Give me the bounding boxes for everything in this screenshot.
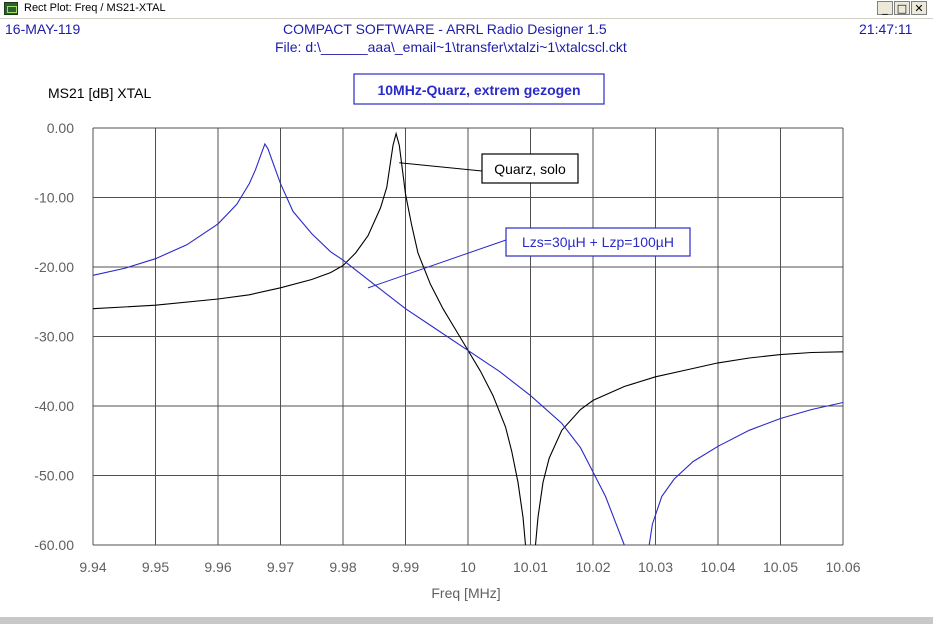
- annotation-lzs-box: [505, 227, 691, 257]
- series-lzs-lzp-line: [92, 142, 625, 546]
- window-bottom-frame: [0, 617, 933, 624]
- x-tick-label: 9.99: [392, 559, 419, 575]
- x-tick-label: 10.01: [513, 559, 548, 575]
- annotation-lzs-leader: [367, 239, 507, 289]
- x-axis-label: Freq [MHz]: [431, 585, 500, 601]
- x-tick-label: 10.02: [575, 559, 610, 575]
- chart-grid: [92, 127, 844, 546]
- annotation-quarz-leader: [399, 162, 483, 172]
- chart-series: [92, 131, 844, 546]
- x-tick-label: 10.06: [825, 559, 860, 575]
- y-tick-label: -10.00: [34, 190, 74, 206]
- annotation-lzs-label: Lzs=30µH + Lzp=100µH: [522, 234, 674, 250]
- y-tick-label: -60.00: [34, 537, 74, 553]
- series-quarz-solo-line: [92, 131, 527, 546]
- maximize-button[interactable]: □: [894, 1, 910, 15]
- window-titlebar: Rect Plot: Freq / MS21-XTAL _ □ ✕: [0, 0, 933, 19]
- annotation-quarz-box: [481, 153, 579, 184]
- x-tick-label: 9.97: [267, 559, 294, 575]
- series-quarz-solo-line: [534, 351, 844, 546]
- x-tick-label: 9.95: [142, 559, 169, 575]
- x-tick-label: 10.05: [763, 559, 798, 575]
- chart-tick-labels: 9.94 9.95 9.96 9.97 9.98 9.99 10 10.01 10.02 10.0…: [34, 120, 860, 575]
- y-tick-label: -50.00: [34, 468, 74, 484]
- x-tick-label: 10.04: [700, 559, 735, 575]
- minimize-button[interactable]: _: [877, 1, 893, 15]
- header-app-title: COMPACT SOFTWARE - ARRL Radio Designer 1…: [283, 21, 607, 37]
- x-tick-label: 10.03: [638, 559, 673, 575]
- y-tick-label: -40.00: [34, 398, 74, 414]
- x-tick-label: 9.98: [329, 559, 356, 575]
- header-file-path: File: d:\______aaa\_email~1\transfer\xta…: [275, 39, 627, 55]
- close-button[interactable]: ✕: [911, 1, 927, 15]
- window-title: Rect Plot: Freq / MS21-XTAL: [24, 2, 166, 14]
- annotation-quarz-label: Quarz, solo: [494, 161, 566, 177]
- x-tick-label: 9.96: [204, 559, 231, 575]
- header-date: 16-MAY-119: [5, 21, 81, 37]
- chart-title-box: [353, 73, 605, 105]
- y-axis-label: MS21 [dB] XTAL: [48, 85, 151, 101]
- plot-app-icon: [4, 2, 18, 15]
- series-lzs-lzp-line: [648, 401, 844, 546]
- chart-title: 10MHz-Quarz, extrem gezogen: [377, 82, 580, 98]
- x-tick-label: 10: [460, 559, 476, 575]
- y-tick-label: 0.00: [47, 120, 74, 136]
- x-tick-label: 9.94: [79, 559, 106, 575]
- header-time: 21:47:11: [859, 21, 913, 37]
- y-tick-label: -20.00: [34, 259, 74, 275]
- y-tick-label: -30.00: [34, 329, 74, 345]
